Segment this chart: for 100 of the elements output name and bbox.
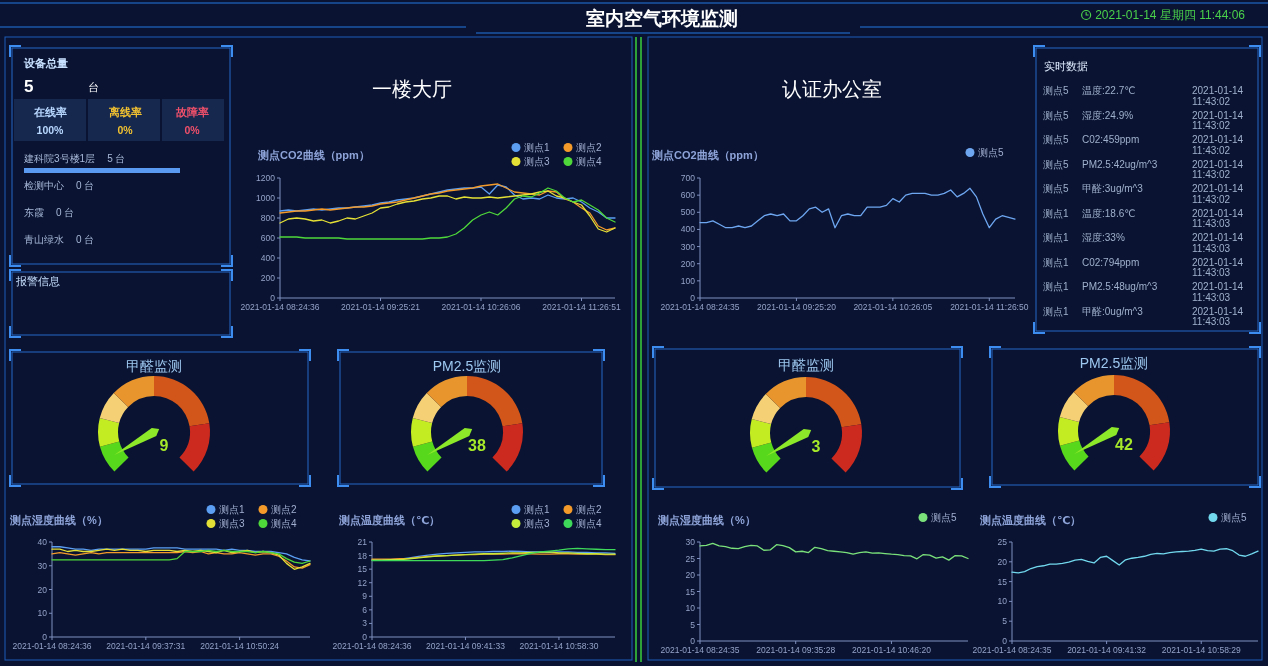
- legend-label: 测点1: [219, 504, 245, 515]
- x-tick-label: 2021-01-14 09:37:31: [106, 641, 186, 651]
- text: 0 台: [56, 207, 75, 218]
- x-tick-label: 2021-01-14 11:26:51: [542, 302, 621, 312]
- text: 2021-01-14 11:43:03: [1192, 207, 1244, 229]
- legend-label: 测点5: [1221, 512, 1247, 523]
- chart-title: 测点湿度曲线（%）: [657, 514, 756, 527]
- y-tick-label: 5: [1002, 616, 1008, 627]
- text: 5 台: [107, 153, 126, 164]
- text: 设备总量: [23, 57, 68, 69]
- text: 2021-01-14 11:43:03: [1192, 232, 1244, 254]
- text: 甲醛:3ug/m^3: [1082, 183, 1144, 194]
- chart-title: 甲醛监测: [778, 357, 834, 373]
- y-tick-label: 6: [362, 604, 368, 615]
- y-tick-label: 25: [685, 553, 696, 564]
- legend-label: 测点3: [524, 156, 550, 167]
- chart-title: PM2.5监测: [432, 358, 502, 374]
- y-tick-label: 21: [357, 537, 368, 547]
- text: 测点5: [1043, 158, 1069, 170]
- text: 青山绿水: [24, 234, 64, 245]
- text: 报警信息: [15, 275, 60, 287]
- legend-label: 测点4: [576, 518, 602, 529]
- legend-label: 测点4: [271, 518, 297, 529]
- legend-label: 测点5: [931, 512, 957, 523]
- y-tick-label: 400: [260, 253, 276, 263]
- text: 9: [159, 437, 169, 454]
- x-tick-label: 2021-01-14 09:35:28: [756, 645, 836, 655]
- chart-title: 测点CO2曲线（ppm）: [257, 149, 370, 162]
- text: 测点1: [1043, 232, 1069, 243]
- text: 湿度:24.9%: [1082, 109, 1134, 121]
- text: 检测中心: [24, 180, 64, 191]
- x-tick-label: 2021-01-14 11:26:50: [950, 302, 1029, 312]
- text: 0%: [184, 124, 201, 136]
- y-tick-label: 100: [680, 275, 696, 286]
- x-tick-label: 2021-01-14 08:24:36: [12, 641, 92, 651]
- y-tick-label: 12: [357, 577, 368, 588]
- y-tick-label: 20: [37, 584, 48, 595]
- text: 测点5: [1043, 109, 1069, 121]
- y-tick-label: 10: [997, 596, 1008, 607]
- y-tick-label: 5: [690, 619, 696, 630]
- x-tick-label: 2021-01-14 08:24:35: [660, 645, 740, 655]
- text: 故障率: [174, 106, 209, 118]
- legend-label: 测点2: [576, 142, 602, 153]
- y-tick-label: 700: [680, 173, 696, 183]
- text: 2021-01-14 11:43:02: [1192, 158, 1244, 180]
- text: 台: [88, 81, 99, 93]
- legend-label: 测点2: [576, 504, 602, 515]
- y-tick-label: 18: [357, 550, 368, 561]
- text: 0 台: [76, 234, 95, 245]
- text: 2021-01-14 11:43:02: [1192, 109, 1244, 131]
- text: 2021-01-14 11:43:03: [1192, 305, 1244, 327]
- text: 测点1: [1043, 256, 1069, 268]
- x-tick-label: 2021-01-14 10:26:06: [441, 302, 521, 312]
- y-tick-label: 1000: [256, 193, 276, 203]
- text: 东霞: [24, 207, 44, 218]
- chart-title: 甲醛监测: [126, 358, 182, 374]
- y-tick-label: 200: [680, 258, 696, 269]
- text: 0%: [117, 124, 134, 136]
- text: 温度:22.7℃: [1082, 85, 1136, 96]
- legend-label: 测点1: [524, 142, 550, 153]
- y-tick-label: 40: [37, 537, 48, 547]
- y-tick-label: 0: [1002, 636, 1008, 646]
- y-tick-label: 500: [680, 207, 696, 218]
- text: 2021-01-14 11:43:03: [1192, 281, 1244, 303]
- x-tick-label: 2021-01-14 10:46:20: [851, 645, 932, 655]
- text: 室内空气环境监测: [586, 8, 738, 29]
- y-tick-label: 30: [37, 560, 48, 571]
- x-tick-label: 2021-01-14 09:41:32: [1067, 645, 1147, 655]
- y-tick-label: 800: [260, 213, 276, 223]
- text: 2021-01-14 11:43:02: [1192, 85, 1244, 107]
- chart-title: 测点温度曲线（℃）: [338, 514, 441, 527]
- text: 测点1: [1043, 281, 1069, 292]
- y-tick-label: 400: [680, 224, 696, 235]
- y-tick-label: 10: [685, 603, 696, 613]
- y-tick-label: 15: [997, 576, 1008, 587]
- text: 42: [1115, 436, 1133, 453]
- text: 2021-01-14 11:43:02: [1192, 134, 1244, 156]
- text: C02:794ppm: [1082, 256, 1140, 268]
- y-tick-label: 200: [260, 273, 276, 283]
- text: 认证办公室: [782, 78, 882, 100]
- y-tick-label: 9: [362, 591, 368, 602]
- y-tick-label: 0: [362, 632, 368, 642]
- chart-title: 测点温度曲线（℃）: [979, 514, 1082, 527]
- x-tick-label: 2021-01-14 08:24:35: [660, 302, 740, 312]
- text: 湿度:33%: [1082, 232, 1125, 243]
- legend-label: 测点3: [219, 518, 245, 529]
- chart-title: PM2.5监测: [1079, 355, 1149, 371]
- line-series: [699, 187, 1016, 229]
- x-tick-label: 2021-01-14 09:25:20: [756, 302, 837, 312]
- line-series: [699, 542, 969, 561]
- x-tick-label: 2021-01-14 08:24:36: [240, 302, 320, 312]
- text: 离线率: [107, 106, 142, 118]
- legend-label: 测点1: [524, 504, 550, 515]
- text: 测点5: [1043, 134, 1069, 145]
- text: 测点1: [1043, 305, 1069, 317]
- y-tick-label: 30: [685, 537, 696, 547]
- text: 0 台: [76, 180, 95, 191]
- y-tick-label: 600: [680, 190, 696, 201]
- line-series: [279, 187, 616, 240]
- chart-title: 测点CO2曲线（ppm）: [651, 149, 764, 162]
